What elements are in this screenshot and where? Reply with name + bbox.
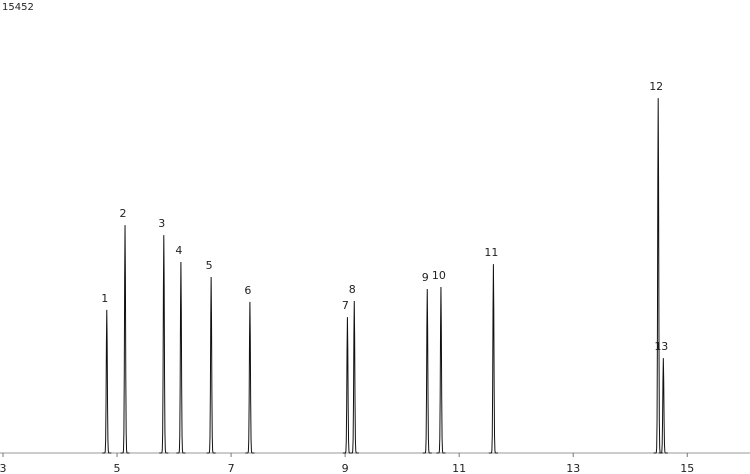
peak: [653, 98, 663, 454]
peak: [488, 264, 498, 454]
peak: [120, 225, 130, 454]
peak: [102, 309, 112, 454]
peak: [159, 235, 169, 454]
peak-label: 13: [654, 340, 668, 353]
peak-label: 2: [120, 207, 127, 220]
x-tick-label: 13: [566, 462, 580, 474]
peak-label: 12: [649, 80, 663, 93]
peak: [436, 286, 446, 454]
peak: [176, 262, 186, 454]
peak-label: 5: [206, 259, 213, 272]
x-tick-label: 15: [680, 462, 694, 474]
peak-label: 7: [342, 299, 349, 312]
peak-label: 1: [101, 292, 108, 305]
x-tick-label: 9: [342, 462, 349, 474]
x-tick-label: 11: [452, 462, 466, 474]
peak-label: 11: [484, 246, 498, 259]
peak: [349, 301, 359, 454]
peak: [206, 276, 216, 454]
peak: [422, 289, 432, 454]
peak-label: 9: [422, 271, 429, 284]
y-max-label: 15452: [2, 2, 34, 13]
peak: [658, 358, 668, 454]
x-tick-label: 5: [114, 462, 121, 474]
peak: [245, 301, 255, 454]
peak: [342, 317, 352, 454]
peak-label: 10: [432, 269, 446, 282]
peak-label: 3: [158, 217, 165, 230]
x-tick-label: 7: [228, 462, 235, 474]
peak-label: 8: [349, 283, 356, 296]
peak-label: 6: [244, 284, 251, 297]
peak-label: 4: [175, 244, 182, 257]
x-tick-label: 3: [0, 462, 7, 474]
